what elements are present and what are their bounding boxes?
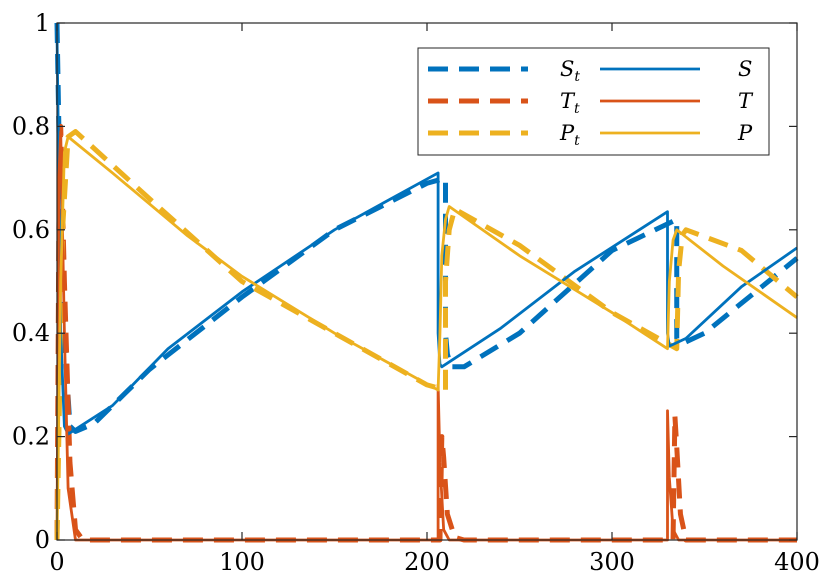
series-line-5-p	[55, 135, 798, 541]
series-line-2-p-t	[54, 129, 799, 541]
legend-label-4: T	[738, 89, 754, 113]
series-line-1-t-t	[54, 123, 797, 543]
legend-label-2: Pt	[559, 121, 580, 149]
x-tick-label: 400	[774, 548, 820, 576]
y-tick-label: 0	[35, 526, 50, 554]
y-tick-label: 1	[35, 9, 50, 37]
legend-label-5: P	[737, 121, 753, 145]
x-tick-label: 300	[589, 548, 635, 576]
y-tick-label: 0.2	[12, 423, 50, 451]
legend: St Tt Pt STP	[417, 47, 770, 156]
y-tick-label: 0.8	[12, 112, 50, 140]
legend-label-3: S	[738, 57, 752, 81]
axis-layer: 0 100 200 300 400 0 0.2 0.4 0.6 0.8 1	[12, 9, 820, 576]
legend-label-0: St	[560, 57, 580, 85]
y-tick-label: 0.6	[12, 216, 50, 244]
x-tick-label: 200	[404, 548, 450, 576]
series-layer	[54, 22, 799, 543]
series-line-4-t	[55, 130, 797, 542]
y-tick-label: 0.4	[12, 319, 50, 347]
legend-label-1: Tt	[560, 89, 580, 117]
legend-entries: St Tt Pt STP	[428, 57, 754, 149]
x-tick-label: 100	[219, 548, 265, 576]
x-tick-label: 0	[49, 548, 64, 576]
